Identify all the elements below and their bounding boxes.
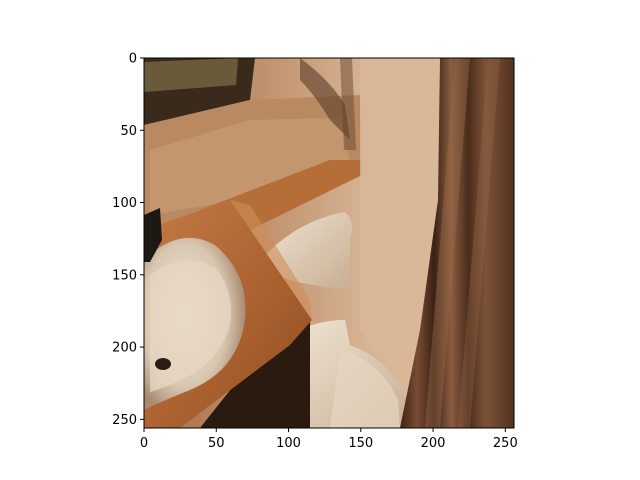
y-tick-label: 50 [120,124,137,139]
x-tick-label: 100 [276,436,301,451]
y-axis: 0 50 100 150 200 250 [112,52,144,428]
y-tick-label: 250 [112,413,137,428]
x-tick-label: 250 [493,436,518,451]
x-tick-label: 150 [348,436,373,451]
y-tick-label: 200 [112,341,137,356]
x-axis: 0 50 100 150 200 250 [140,428,518,451]
axes-frame [143,57,515,429]
photo-image [144,58,514,428]
y-tick-label: 0 [129,52,137,67]
x-tick-label: 200 [421,436,446,451]
y-tick-label: 100 [112,196,137,211]
x-tick-label: 0 [140,436,148,451]
x-tick-label: 50 [208,436,225,451]
y-tick-label: 150 [112,268,137,283]
